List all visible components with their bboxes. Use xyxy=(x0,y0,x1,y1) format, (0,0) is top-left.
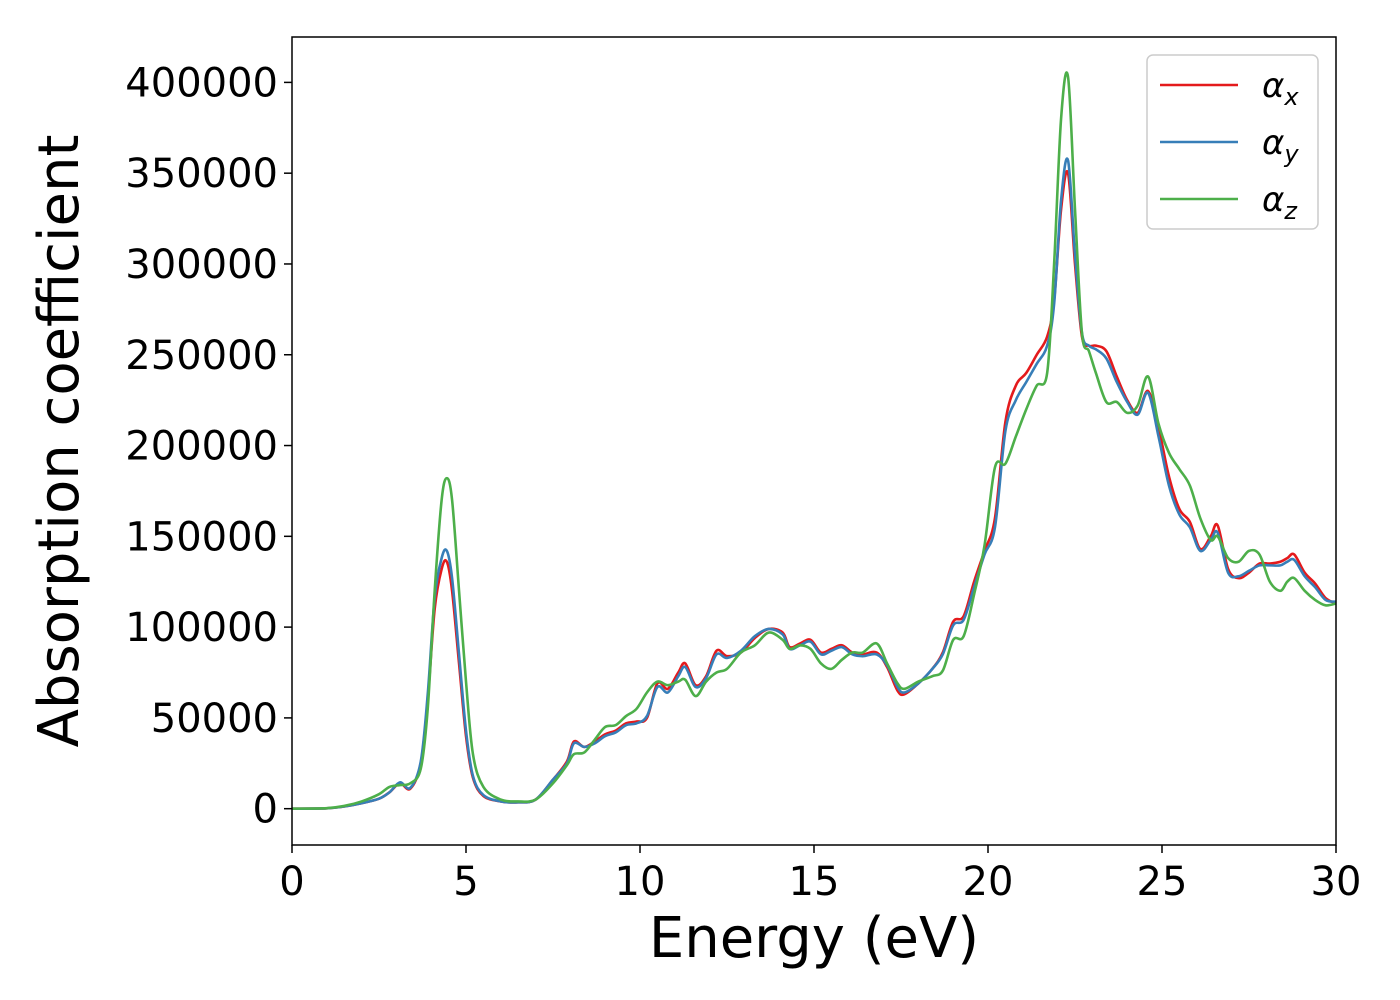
y-tick-label: 300000 xyxy=(125,242,278,288)
y-tick-label: 0 xyxy=(253,787,278,833)
legend-label-y: αy xyxy=(1262,123,1299,168)
x-tick-label: 0 xyxy=(279,859,304,905)
series-line-y xyxy=(291,157,1337,810)
y-tick-label: 50000 xyxy=(151,696,278,742)
legend-label-x: αx xyxy=(1262,66,1299,111)
series-line-x xyxy=(291,169,1337,810)
x-tick-label: 20 xyxy=(963,859,1014,905)
y-tick-label: 250000 xyxy=(125,333,278,379)
x-tick-label: 5 xyxy=(453,859,478,905)
series-lines xyxy=(291,71,1337,810)
y-tick-label: 150000 xyxy=(125,514,278,560)
y-tick-label: 200000 xyxy=(125,424,278,470)
y-tick-label: 100000 xyxy=(125,605,278,651)
legend: αx αy αz xyxy=(1146,54,1319,230)
x-tick-label: 15 xyxy=(789,859,840,905)
legend-label-z: αz xyxy=(1262,180,1298,225)
x-axis-ticks: 0 5 10 15 20 25 30 xyxy=(279,845,1361,905)
y-tick-label: 400000 xyxy=(125,60,278,106)
x-tick-label: 10 xyxy=(615,859,666,905)
x-tick-label: 25 xyxy=(1137,859,1188,905)
y-axis-title: Absorption coefficient xyxy=(27,135,92,748)
legend-entries: αx αy αz xyxy=(1160,66,1299,225)
series-line-z xyxy=(291,71,1337,810)
y-tick-label: 350000 xyxy=(125,151,278,197)
x-axis-title: Energy (eV) xyxy=(649,906,979,971)
x-tick-label: 30 xyxy=(1311,859,1362,905)
y-axis-ticks: 0 50000 100000 150000 200000 250000 300000 3500… xyxy=(125,60,292,833)
